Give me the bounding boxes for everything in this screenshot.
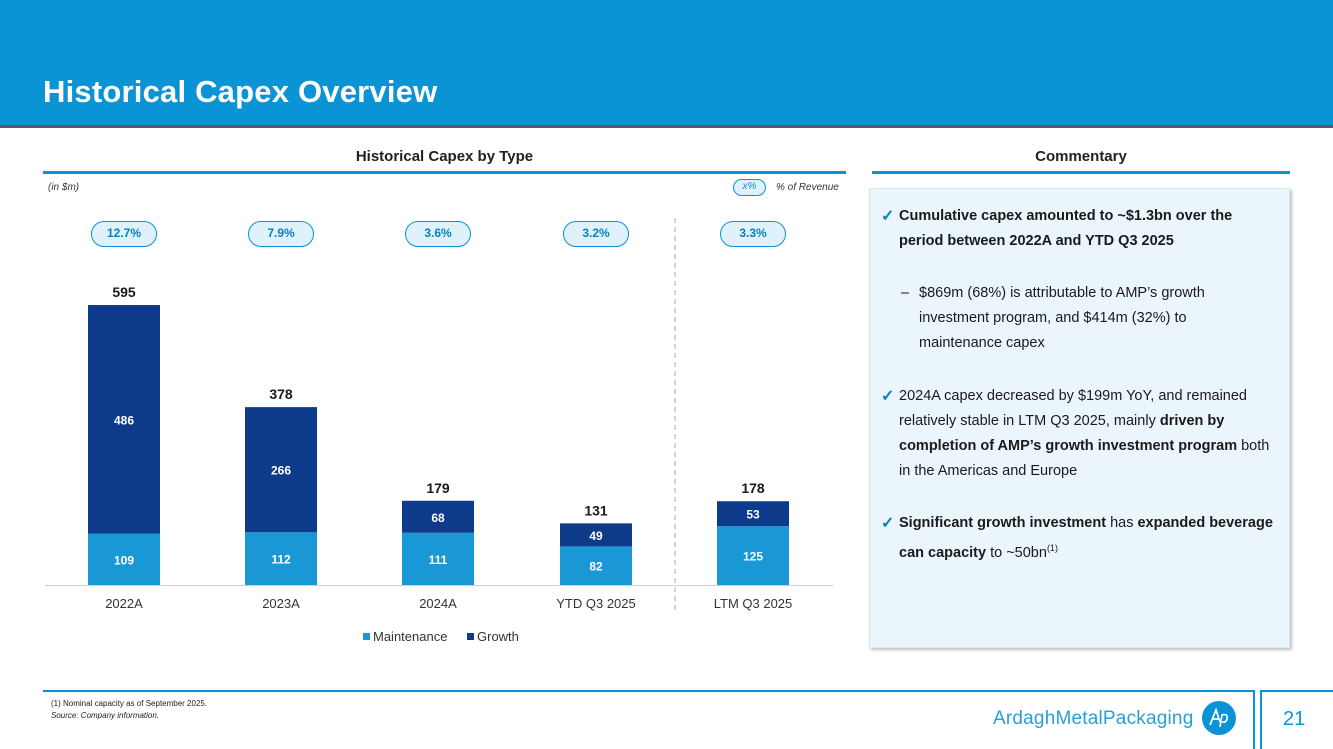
amp-logo-icon (1202, 701, 1236, 735)
commentary-subpoint: – $869m (68%) is attributable to AMP’s g… (901, 281, 1249, 356)
pct-of-revenue-pill: 3.3% (720, 221, 786, 247)
footer-rule (43, 690, 1253, 692)
bar-growth (402, 500, 474, 533)
legend-swatch-maintenance (363, 633, 370, 640)
bar-maintenance (717, 526, 789, 585)
pct-of-revenue-pill: 12.7% (91, 221, 157, 247)
pct-of-revenue-pill: 3.6% (405, 221, 471, 247)
legend-label-maintenance: Maintenance (373, 629, 447, 644)
total-label: 595 (112, 284, 136, 300)
x-tick-label: 2024A (419, 596, 457, 611)
data-label-growth: 266 (271, 464, 291, 478)
bar-maintenance (245, 532, 317, 585)
total-label: 378 (269, 386, 293, 402)
capex-bar-chart: 109 486 595 2022A 112 266 378 2023A 111 68 179 2024… (45, 218, 833, 644)
commentary-box: ✓ Cumulative capex amounted to ~$1.3bn o… (869, 188, 1290, 648)
total-label: 179 (426, 480, 450, 496)
data-label-growth: 68 (431, 511, 445, 525)
pct-legend-label: % of Revenue (776, 182, 839, 193)
page-number: 21 (1283, 708, 1306, 730)
pct-of-revenue-pill: 7.9% (248, 221, 314, 247)
data-label-growth: 49 (589, 529, 603, 543)
bar-growth (717, 501, 789, 527)
commentary-title: Commentary (1035, 148, 1127, 165)
bar-maintenance (560, 546, 632, 585)
footer-divider (1253, 690, 1255, 749)
bar-maintenance (88, 533, 160, 585)
unit-note: (in $m) (48, 182, 80, 193)
data-label-growth: 53 (746, 508, 760, 522)
x-tick-label: LTM Q3 2025 (714, 596, 793, 611)
legend-swatch-growth (467, 633, 474, 640)
pct-of-revenue-pill: 3.2% (563, 221, 629, 247)
bar-growth (560, 523, 632, 547)
footer-divider (1260, 690, 1262, 749)
bar-maintenance (402, 532, 474, 585)
brand-wordmark: ArdaghMetalPackaging (993, 708, 1194, 729)
check-icon: ✓ (881, 208, 895, 225)
pct-legend-pill: x% (733, 179, 766, 196)
header-band (0, 0, 1333, 125)
check-icon: ✓ (881, 388, 895, 405)
dash-bullet: – (901, 285, 910, 301)
legend-label-growth: Growth (477, 629, 519, 644)
commentary-point-3: ✓ Significant growth investment has expa… (881, 511, 1274, 566)
footnote: (1) Nominal capacity as of September 202… (51, 699, 208, 708)
data-label-growth: 486 (114, 413, 134, 427)
x-tick-label: YTD Q3 2025 (556, 596, 636, 611)
check-icon: ✓ (881, 515, 895, 532)
chart-section-title: Historical Capex by Type (355, 148, 534, 165)
total-label: 131 (584, 502, 608, 518)
data-label-maintenance: 82 (589, 560, 603, 574)
data-label-maintenance: 112 (271, 553, 291, 567)
chart-section-rule (43, 171, 846, 174)
page-title: Historical Capex Overview (43, 74, 438, 109)
commentary-section-rule (872, 171, 1290, 174)
x-tick-label: 2022A (105, 596, 143, 611)
data-label-maintenance: 111 (429, 553, 448, 567)
bar-growth (245, 407, 317, 533)
commentary-point-1: ✓ Cumulative capex amounted to ~$1.3bn o… (881, 204, 1274, 254)
source-note: Source: Company information. (51, 711, 160, 720)
data-label-maintenance: 125 (743, 550, 763, 564)
total-label: 178 (741, 480, 765, 496)
footer-rule (1260, 690, 1333, 692)
x-tick-label: 2023A (262, 596, 300, 611)
header-divider (0, 125, 1333, 128)
data-label-maintenance: 109 (114, 553, 134, 567)
commentary-point-2: ✓ 2024A capex decreased by $199m YoY, an… (881, 384, 1277, 484)
bar-growth (88, 305, 160, 534)
